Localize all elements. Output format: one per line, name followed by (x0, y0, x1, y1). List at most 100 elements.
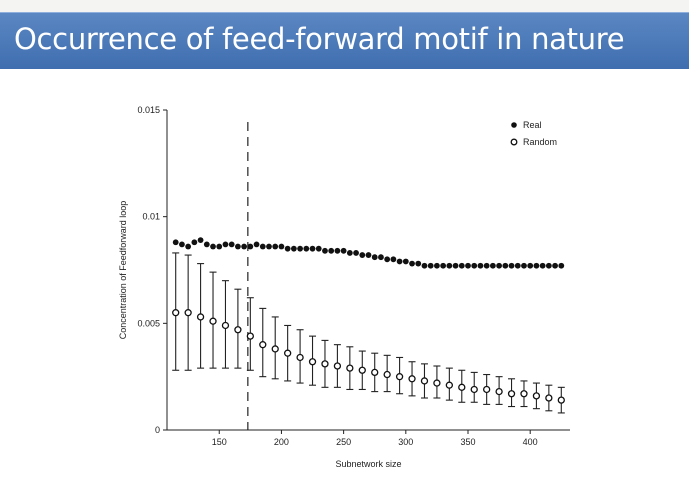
real-point (421, 262, 428, 269)
random-point (532, 392, 541, 400)
real-point (545, 262, 552, 269)
random-point (483, 385, 491, 394)
real-point (303, 245, 310, 252)
real-point (359, 252, 366, 258)
y-tick-label: 0.015 (137, 105, 160, 115)
real-point (489, 262, 496, 269)
real-point (558, 262, 565, 269)
real-point (384, 256, 391, 263)
x-axis-title: Subnetwork size (335, 459, 401, 469)
random-point (545, 394, 553, 402)
legend-real-marker (511, 122, 517, 128)
random-point (395, 373, 404, 381)
random-point (371, 368, 379, 377)
real-point (396, 258, 403, 265)
legend-random-marker (510, 138, 518, 146)
real-point (508, 262, 515, 269)
random-point (420, 377, 429, 385)
real-point (253, 241, 260, 248)
real-point (527, 262, 534, 269)
real-point (290, 245, 297, 252)
real-point (465, 262, 471, 269)
real-point (284, 245, 291, 252)
error-bars-group (172, 252, 565, 414)
random-point (246, 332, 254, 340)
random-point (383, 370, 391, 379)
real-point (533, 262, 540, 269)
real-point (241, 243, 248, 250)
y-axis-title: Concentration of Feedforward loop (118, 201, 128, 340)
random-point (458, 383, 466, 391)
real-point (222, 241, 229, 248)
real-point (514, 262, 521, 269)
real-point (458, 262, 465, 269)
random-point (433, 379, 441, 387)
random-point (308, 358, 317, 366)
x-tick-label: 200 (274, 437, 289, 447)
real-point (228, 241, 235, 248)
real-point (266, 243, 272, 250)
real-point (185, 243, 192, 250)
real-point (496, 262, 503, 269)
slide-body: 150 200 250 300 350 400 0 0.005 0.01 0.015 Subnetw… (0, 69, 689, 502)
real-point (353, 250, 359, 256)
random-point (184, 309, 192, 317)
real-point (216, 243, 223, 250)
random-point (408, 375, 416, 383)
real-point (521, 262, 527, 269)
random-point (495, 387, 503, 396)
feedforward-chart: 150 200 250 300 350 400 0 0.005 0.01 0.015 Subnetw… (118, 105, 570, 469)
real-point (471, 262, 478, 269)
real-point (378, 254, 384, 261)
real-point (322, 247, 328, 254)
real-point (446, 262, 453, 269)
x-tick-label: 400 (523, 437, 538, 447)
real-point (502, 262, 509, 269)
real-point (297, 245, 303, 252)
real-point (340, 247, 347, 254)
real-point (365, 252, 372, 258)
real-point (402, 258, 409, 265)
real-point (328, 247, 335, 254)
random-point (321, 360, 329, 368)
random-point (445, 381, 453, 389)
random-point (221, 321, 230, 330)
real-point (552, 262, 558, 269)
real-point (309, 245, 316, 252)
random-point (557, 396, 565, 404)
random-point (358, 366, 366, 374)
random-point (271, 345, 279, 353)
real-point (539, 262, 546, 269)
x-tick-label: 250 (336, 437, 351, 447)
real-point (415, 260, 422, 267)
real-point (272, 243, 279, 250)
real-point (278, 243, 285, 250)
legend-real-label: Real (523, 120, 542, 130)
real-point (483, 262, 490, 269)
real-point (477, 262, 484, 269)
real-point (427, 262, 434, 269)
real-point (409, 260, 415, 267)
real-point (247, 243, 254, 250)
random-point (259, 341, 267, 349)
real-point (434, 262, 440, 269)
real-point (172, 239, 179, 246)
real-point (346, 250, 353, 256)
real-point (191, 239, 198, 246)
real-point (179, 241, 185, 248)
random-point (196, 313, 205, 321)
random-point (296, 353, 304, 362)
random-point (209, 317, 217, 325)
real-point (234, 243, 241, 250)
data-points-group (172, 237, 565, 404)
real-point (452, 262, 459, 269)
real-point (315, 245, 322, 252)
real-point (259, 243, 266, 250)
random-point (520, 390, 528, 398)
real-point (334, 247, 341, 254)
random-point (284, 349, 292, 357)
y-tick-label: 0 (155, 425, 160, 435)
slide-title: Occurrence of feed-forward motif in natu… (14, 22, 625, 56)
legend-random-label: Random (523, 137, 557, 147)
real-point (197, 237, 204, 244)
